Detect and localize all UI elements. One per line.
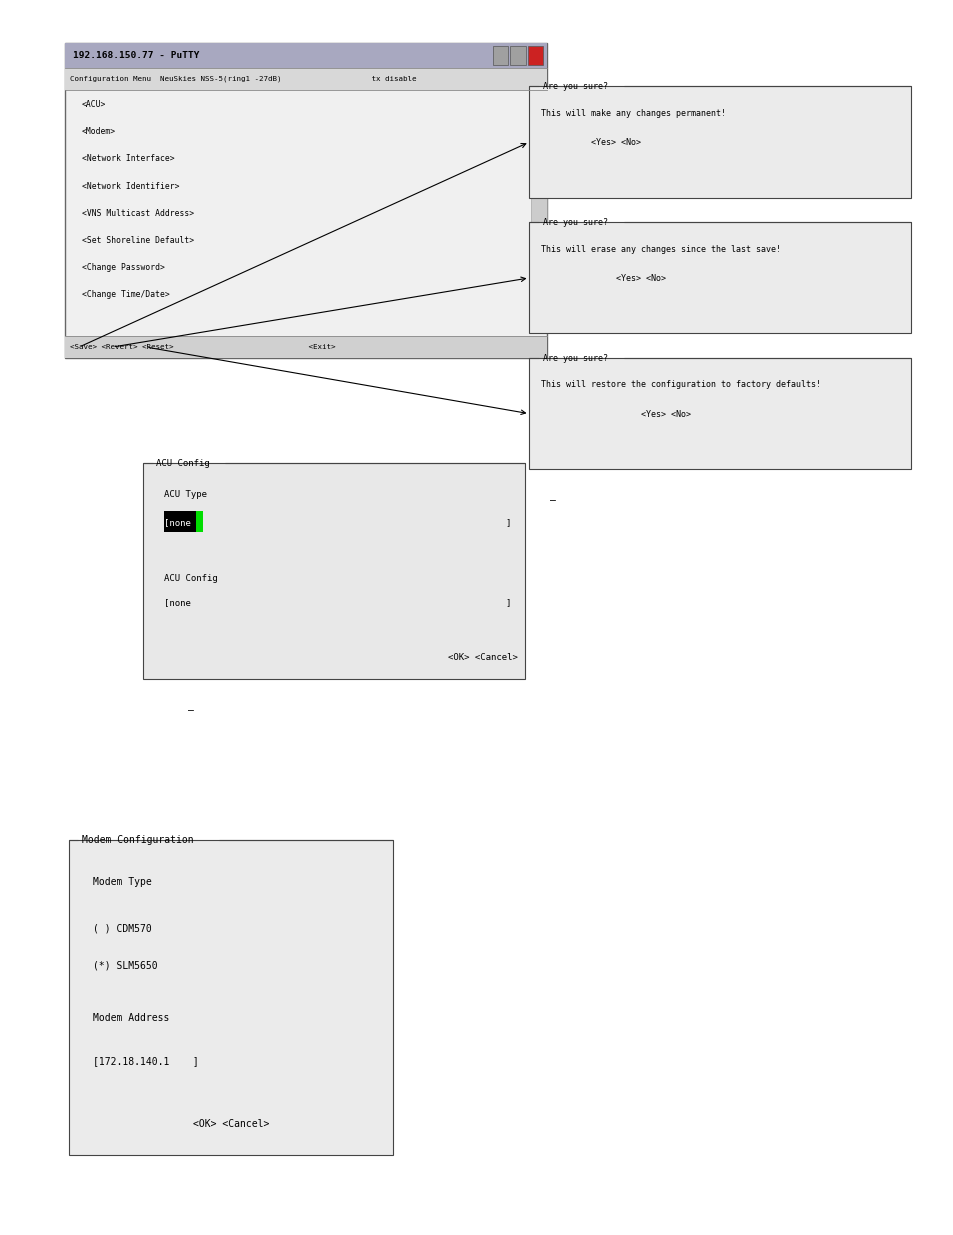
Text: <Yes> <No>: <Yes> <No> [540, 410, 690, 419]
Text: ]: ] [505, 517, 511, 527]
Text: This will make any changes permanent!: This will make any changes permanent! [540, 109, 725, 117]
FancyBboxPatch shape [510, 46, 525, 65]
Text: This will restore the configuration to factory defaults!: This will restore the configuration to f… [540, 380, 821, 389]
Text: ACU Type: ACU Type [164, 490, 207, 499]
Text: <Change Time/Date>: <Change Time/Date> [82, 290, 170, 299]
FancyBboxPatch shape [65, 68, 546, 90]
Text: <Change Password>: <Change Password> [82, 263, 165, 272]
Text: Are you sure?: Are you sure? [542, 353, 607, 363]
FancyBboxPatch shape [529, 222, 910, 333]
FancyBboxPatch shape [69, 840, 393, 1155]
FancyBboxPatch shape [531, 90, 546, 333]
Text: ACU Config: ACU Config [156, 458, 210, 468]
FancyBboxPatch shape [195, 511, 203, 532]
Text: [none: [none [164, 517, 191, 527]
Text: <OK> <Cancel>: <OK> <Cancel> [193, 1119, 269, 1129]
Text: <Save> <Revert> <Reset>                              <Exit>: <Save> <Revert> <Reset> <Exit> [70, 345, 335, 350]
Text: Configuration Menu  NeuSkies NSS-5(ring1 -27dB)                    tx disable: Configuration Menu NeuSkies NSS-5(ring1 … [70, 75, 416, 83]
Text: <Set Shoreline Default>: <Set Shoreline Default> [82, 236, 194, 245]
Text: Are you sure?: Are you sure? [542, 217, 607, 227]
Text: <Modem>: <Modem> [82, 127, 116, 136]
Text: —: — [188, 705, 193, 715]
Text: [172.18.140.1    ]: [172.18.140.1 ] [92, 1056, 198, 1066]
Text: —: — [550, 495, 556, 505]
FancyBboxPatch shape [529, 358, 910, 469]
Text: [none: [none [164, 598, 191, 608]
FancyBboxPatch shape [143, 463, 524, 679]
Text: ACU Config: ACU Config [164, 574, 217, 583]
Text: <Network Interface>: <Network Interface> [82, 154, 174, 163]
Text: <Yes> <No>: <Yes> <No> [540, 138, 640, 147]
FancyBboxPatch shape [65, 43, 546, 358]
Text: ]: ] [505, 598, 511, 608]
Text: This will erase any changes since the last save!: This will erase any changes since the la… [540, 245, 781, 253]
FancyBboxPatch shape [529, 86, 910, 198]
FancyBboxPatch shape [65, 43, 546, 68]
Text: Modem Type: Modem Type [92, 877, 152, 887]
FancyBboxPatch shape [527, 46, 542, 65]
Text: <Network Identifier>: <Network Identifier> [82, 182, 179, 190]
Text: 192.168.150.77 - PuTTY: 192.168.150.77 - PuTTY [72, 51, 199, 61]
Text: Are you sure?: Are you sure? [542, 82, 607, 91]
Text: Modem Configuration: Modem Configuration [82, 835, 193, 845]
Text: Modem Address: Modem Address [92, 1013, 169, 1023]
Text: (*) SLM5650: (*) SLM5650 [92, 961, 157, 971]
Text: ( ) CDM570: ( ) CDM570 [92, 924, 152, 934]
Text: <VNS Multicast Address>: <VNS Multicast Address> [82, 209, 194, 217]
FancyBboxPatch shape [65, 336, 546, 358]
FancyBboxPatch shape [164, 511, 202, 532]
Text: <OK> <Cancel>: <OK> <Cancel> [448, 652, 517, 662]
FancyBboxPatch shape [493, 46, 508, 65]
Text: <ACU>: <ACU> [82, 100, 107, 109]
Text: <Yes> <No>: <Yes> <No> [540, 274, 665, 283]
